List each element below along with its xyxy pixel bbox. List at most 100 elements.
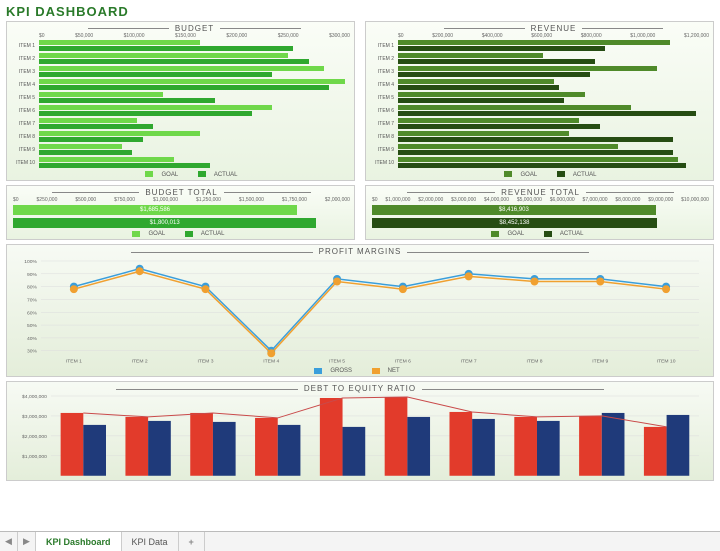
- budget-title: BUDGET: [39, 24, 350, 33]
- actual-bar: [398, 85, 559, 90]
- svg-text:$3,000,000: $3,000,000: [22, 414, 47, 420]
- budget-legend: GOAL ACTUAL: [39, 171, 350, 178]
- goal-bar: [398, 53, 543, 58]
- svg-text:ITEM 10: ITEM 10: [657, 359, 676, 365]
- revenue-total-panel: REVENUE TOTAL $0$1,000,000$2,000,000$3,0…: [365, 185, 714, 241]
- actual-bar: [39, 46, 293, 51]
- svg-text:ITEM 5: ITEM 5: [329, 359, 345, 365]
- page-title: KPI DASHBOARD: [6, 4, 714, 19]
- goal-bar: [39, 66, 324, 71]
- actual-bar: [398, 72, 590, 77]
- actual-bar: [39, 137, 143, 142]
- goal-bar: [39, 118, 137, 123]
- tab-kpi-data[interactable]: KPI Data: [122, 532, 179, 551]
- budget-panel: BUDGET $0$50,000$100,000$150,000$200,000…: [6, 21, 355, 181]
- bar-label: ITEM 5: [368, 95, 394, 101]
- actual-bar: [398, 150, 673, 155]
- svg-text:ITEM 1: ITEM 1: [66, 359, 82, 365]
- svg-text:ITEM 2: ITEM 2: [132, 359, 148, 365]
- tab-prev-icon[interactable]: ◀: [0, 532, 18, 551]
- actual-bar: [398, 59, 595, 64]
- svg-text:$4,000,000: $4,000,000: [22, 394, 47, 400]
- revenue-total-axis: $0$1,000,000$2,000,000$3,000,000$4,000,0…: [372, 197, 709, 203]
- goal-bar: [398, 79, 554, 84]
- bar-label: ITEM 10: [9, 160, 35, 166]
- revenue-panel: REVENUE $0$200,000$400,000$600,000$800,0…: [365, 21, 714, 181]
- goal-bar: [39, 144, 122, 149]
- revenue-title: REVENUE: [398, 24, 709, 33]
- svg-text:ITEM 4: ITEM 4: [263, 359, 279, 365]
- bar-label: ITEM 6: [9, 108, 35, 114]
- goal-bar: [39, 92, 163, 97]
- svg-text:50%: 50%: [27, 323, 38, 329]
- svg-text:ITEM 8: ITEM 8: [526, 359, 542, 365]
- actual-bar: [398, 98, 564, 103]
- bar-label: ITEM 4: [9, 82, 35, 88]
- budget-total-axis: $0$250,000$500,000$750,000$1,000,000$1,2…: [13, 197, 350, 203]
- budget-total-title: BUDGET TOTAL: [13, 188, 350, 197]
- actual-bar: [39, 150, 132, 155]
- svg-text:ITEM 9: ITEM 9: [592, 359, 608, 365]
- goal-bar: [398, 118, 579, 123]
- actual-bar: [39, 163, 210, 168]
- svg-text:$1,000,000: $1,000,000: [22, 454, 47, 460]
- actual-bar: [398, 124, 600, 129]
- revenue-total-title: REVENUE TOTAL: [372, 188, 709, 197]
- goal-bar: [39, 157, 174, 162]
- bar-label: ITEM 1: [368, 43, 394, 49]
- actual-bar: [398, 137, 673, 142]
- bar-label: ITEM 9: [368, 147, 394, 153]
- svg-text:100%: 100%: [24, 259, 37, 265]
- goal-bar: [39, 131, 200, 136]
- profit-margins-chart: 30%40%50%60%70%80%90%100%ITEM 1ITEM 2ITE…: [11, 256, 709, 366]
- bar-label: ITEM 5: [9, 95, 35, 101]
- bar-label: ITEM 2: [368, 56, 394, 62]
- revenue-legend: GOAL ACTUAL: [398, 171, 709, 178]
- svg-text:80%: 80%: [27, 285, 38, 291]
- bar-label: ITEM 10: [368, 160, 394, 166]
- revenue-total-actual-bar: $8,452,138: [372, 218, 657, 228]
- svg-text:ITEM 3: ITEM 3: [197, 359, 213, 365]
- goal-bar: [398, 92, 585, 97]
- actual-bar: [398, 111, 696, 116]
- debt-equity-chart: $1,000,000 $2,000,000 $3,000,000 $4,000,000: [11, 393, 709, 478]
- actual-bar: [39, 111, 252, 116]
- goal-bar: [39, 53, 288, 58]
- tab-add[interactable]: +: [179, 532, 205, 551]
- bar-label: ITEM 8: [368, 134, 394, 140]
- actual-bar: [39, 85, 329, 90]
- bar-label: ITEM 7: [9, 121, 35, 127]
- svg-text:ITEM 7: ITEM 7: [461, 359, 477, 365]
- actual-bar: [39, 124, 153, 129]
- actual-bar: [39, 59, 309, 64]
- actual-bar: [39, 98, 215, 103]
- goal-bar: [398, 144, 618, 149]
- tab-next-icon[interactable]: ▶: [18, 532, 36, 551]
- debt-equity-title: DEBT TO EQUITY RATIO: [11, 384, 709, 393]
- svg-text:60%: 60%: [27, 310, 38, 316]
- bar-label: ITEM 4: [368, 82, 394, 88]
- bar-label: ITEM 9: [9, 147, 35, 153]
- actual-bar: [39, 72, 272, 77]
- svg-text:90%: 90%: [27, 272, 38, 278]
- svg-text:$2,000,000: $2,000,000: [22, 434, 47, 440]
- svg-text:ITEM 6: ITEM 6: [395, 359, 411, 365]
- budget-total-goal-bar: $1,685,586: [13, 205, 297, 215]
- bar-label: ITEM 1: [9, 43, 35, 49]
- bar-label: ITEM 6: [368, 108, 394, 114]
- goal-bar: [398, 105, 631, 110]
- bar-label: ITEM 3: [9, 69, 35, 75]
- goal-bar: [39, 79, 345, 84]
- revenue-axis: $0$200,000$400,000$600,000$800,000$1,000…: [398, 33, 709, 39]
- svg-text:70%: 70%: [27, 298, 38, 304]
- sheet-tab-bar: ◀ ▶ KPI Dashboard KPI Data +: [0, 531, 720, 551]
- goal-bar: [39, 40, 200, 45]
- goal-bar: [398, 157, 678, 162]
- tab-kpi-dashboard[interactable]: KPI Dashboard: [36, 532, 122, 551]
- bar-label: ITEM 7: [368, 121, 394, 127]
- goal-bar: [398, 131, 569, 136]
- budget-total-panel: BUDGET TOTAL $0$250,000$500,000$750,000$…: [6, 185, 355, 241]
- revenue-total-goal-bar: $8,416,903: [372, 205, 656, 215]
- profit-margins-legend: GROSS NET: [11, 368, 709, 375]
- bar-label: ITEM 3: [368, 69, 394, 75]
